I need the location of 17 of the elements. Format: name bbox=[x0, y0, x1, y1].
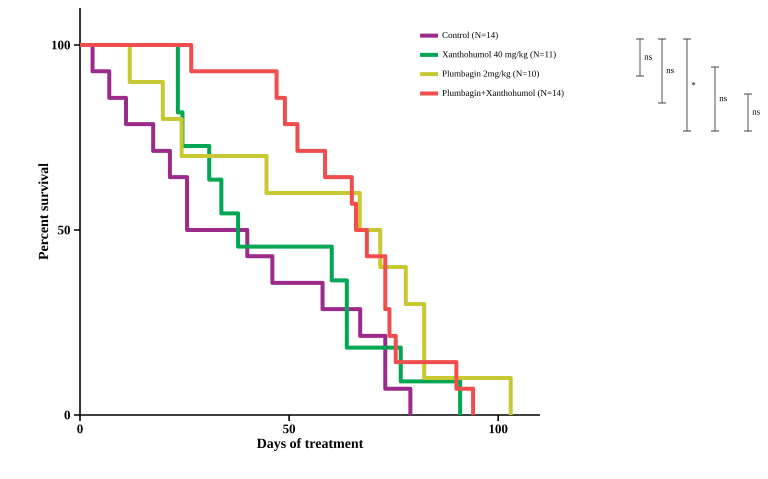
y-tick-label: 100 bbox=[52, 40, 70, 50]
x-tick-label: 100 bbox=[490, 424, 508, 434]
text: ns bbox=[644, 55, 652, 60]
y-tick-label: 0 bbox=[64, 410, 70, 420]
legend-label: Xanthohumol 40 mg/kg (N=11) bbox=[442, 51, 556, 60]
legend-label: Control (N=14) bbox=[442, 32, 498, 40]
text: * bbox=[692, 82, 696, 86]
x-tick-label: 50 bbox=[283, 424, 296, 434]
x-axis-title: Days of treatment bbox=[256, 438, 364, 451]
y-tick-label: 50 bbox=[58, 226, 70, 234]
y-axis-title: Percent survival bbox=[38, 163, 48, 260]
text: ns bbox=[666, 68, 674, 74]
legend-label: Plumbagin+Xanthohumol (N=14) bbox=[442, 90, 564, 98]
x-tick-label: 0 bbox=[77, 424, 83, 434]
text: ns bbox=[752, 110, 760, 115]
legend-label: Plumbagin 2mg/kg (N=10) bbox=[442, 70, 539, 78]
text: ns bbox=[719, 96, 727, 102]
